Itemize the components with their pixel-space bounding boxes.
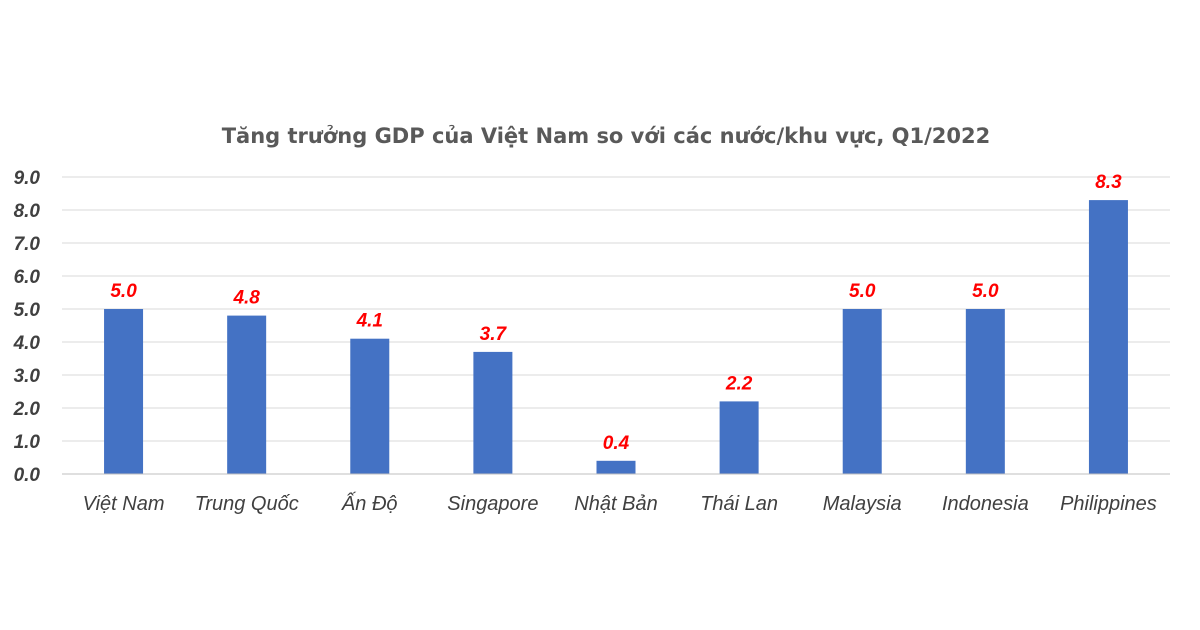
x-tick-label: Philippines xyxy=(1060,493,1157,515)
bar xyxy=(842,309,882,474)
bar xyxy=(719,401,759,474)
data-label: 0.4 xyxy=(603,433,630,454)
x-tick-label: Indonesia xyxy=(942,493,1029,515)
bar xyxy=(596,460,636,474)
y-tick-label: 9.0 xyxy=(14,168,41,189)
bar xyxy=(1088,200,1128,474)
bar xyxy=(350,338,390,474)
x-tick-label: Trung Quốc xyxy=(195,493,299,515)
x-tick-label: Thái Lan xyxy=(700,493,778,515)
x-tick-label: Ấn Độ xyxy=(341,491,398,515)
y-axis-tick-labels: 0.0 1.0 2.0 3.0 4.0 5.0 6.0 7.0 8.0 9.0 xyxy=(13,168,41,486)
bars xyxy=(104,200,1128,474)
data-label: 2.2 xyxy=(725,373,753,394)
y-tick-label: 4.0 xyxy=(13,333,41,354)
bar xyxy=(473,351,513,474)
bar xyxy=(965,309,1005,474)
data-label: 4.8 xyxy=(232,288,260,309)
y-tick-label: 7.0 xyxy=(14,234,41,255)
y-tick-label: 5.0 xyxy=(14,300,41,321)
y-tick-label: 6.0 xyxy=(14,267,41,288)
data-label: 5.0 xyxy=(972,281,999,302)
data-label: 4.1 xyxy=(356,311,383,332)
data-label: 5.0 xyxy=(110,281,137,302)
data-label: 5.0 xyxy=(849,281,876,302)
x-tick-label: Singapore xyxy=(447,493,538,515)
y-tick-label: 8.0 xyxy=(14,201,41,222)
data-label: 8.3 xyxy=(1095,172,1122,193)
y-tick-label: 0.0 xyxy=(14,465,41,486)
bar xyxy=(227,315,267,474)
x-tick-label: Nhật Bản xyxy=(574,493,657,515)
x-axis-tick-labels: Việt Nam Trung Quốc Ấn Độ Singapore Nhật Bản… xyxy=(83,491,1157,515)
x-tick-label: Việt Nam xyxy=(83,493,165,515)
bar xyxy=(104,309,144,474)
data-label: 3.7 xyxy=(480,324,508,345)
chart-title: Tăng trưởng GDP của Việt Nam so với các … xyxy=(222,124,991,148)
y-tick-label: 1.0 xyxy=(14,432,41,453)
data-labels: 5.0 4.8 4.1 3.7 0.4 2.2 5.0 5.0 8.3 xyxy=(110,172,1122,454)
x-tick-label: Malaysia xyxy=(823,493,902,515)
y-tick-label: 2.0 xyxy=(13,399,41,420)
y-tick-label: 3.0 xyxy=(14,366,41,387)
